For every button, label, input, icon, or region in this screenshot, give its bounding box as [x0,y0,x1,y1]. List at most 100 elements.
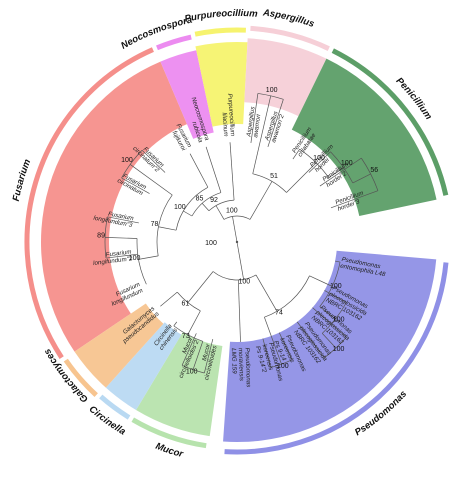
branch [330,190,379,209]
bootstrap-value: 89 [97,232,105,239]
branch [189,153,209,188]
genus-label-text: Neocosmospora [119,15,193,52]
branch [252,95,272,174]
branch [255,274,278,312]
leaf-label: Aspergillusawamori [245,106,263,139]
bootstrap-value: 100 [174,204,186,211]
branch [237,279,241,342]
branch [321,333,337,349]
genus-label-text: Mucor [154,441,186,461]
branch-arc [156,194,173,256]
branch [192,341,204,370]
bootstrap-value: 73 [182,333,190,340]
branch [352,173,371,184]
galactomyces-highlight [74,303,164,388]
branch [201,203,210,212]
root-point [235,240,239,244]
branch [173,321,178,327]
leaf-label-line: Pseudomonas [243,348,251,388]
neocosmospora-ring [156,34,192,51]
branch [319,157,362,187]
branch [138,255,159,260]
branch [187,310,201,335]
pseudomonas-ring [224,262,449,455]
bootstrap-value: 100 [238,278,250,285]
branch [204,338,214,374]
branch [183,210,193,217]
clade-highlights [41,38,437,443]
genus-label-text: Purpureocillium [184,8,259,25]
aspergillus-ring [250,25,330,51]
branch [215,205,225,220]
bootstrap-value: 100 [129,255,141,262]
branch [130,164,173,196]
bootstrap-value: 100 [333,346,345,353]
branch [250,93,259,144]
branch [105,237,138,239]
bootstrap-value: 100 [226,207,238,214]
branch-arc [330,151,354,184]
genus-label-text: Circinella [87,404,128,438]
leaf-label: Fusariumlongifundum"2 [92,248,133,267]
genus-label-text: Penicillium [394,76,435,123]
branch [267,99,284,148]
leaf-label-line: awamori [252,113,262,138]
purpureocillium-ring [194,27,246,37]
clade-rings [24,25,449,455]
leaf-label-line: LMG 159 [230,348,238,374]
penicillium-ring [331,48,449,196]
leaf-label-line: Fusarium [108,211,135,223]
branch [308,151,331,173]
bootstrap-value: 85 [196,195,204,202]
branch [141,150,166,173]
galactomyces-ring [63,358,98,397]
leaf-label-line: longifundum"2 [93,255,133,267]
leaf-label: PseudomonaskoreensisPs 9-14 [272,334,307,379]
bootstrap-value: 74 [275,310,283,317]
branch [278,332,293,360]
branch [262,338,271,368]
branch-arc [175,186,209,231]
penicillium-highlight [291,58,437,217]
branch-arc [136,238,147,285]
aspergillus-genus-label: Aspergillus [261,7,315,30]
fusarium-highlight [41,61,187,352]
bootstrap-value: 100 [205,240,217,247]
leaf-label-line: Fusarium [105,249,131,259]
leaf-label-line: Purpureocillium [226,93,236,136]
branch [187,271,214,303]
fusarium-ring [24,47,154,359]
branch [335,260,341,263]
bootstrap-value: 100 [313,155,325,162]
branch-arc [361,157,379,191]
branch-arc [121,150,143,179]
neocosmospora-highlight [160,50,214,139]
bootstrap-value: 100 [266,87,278,94]
pseudomonas-highlight [223,250,437,443]
branch-arc [173,325,203,342]
branch [309,275,333,287]
branch-arc [299,148,330,178]
branch [232,216,238,243]
bootstrap-value: 78 [151,221,159,228]
branch [105,253,138,259]
branch [121,177,150,194]
circinella-ring [99,394,131,420]
bootstrap-value: 56 [370,167,378,174]
branch [107,216,139,224]
leaf-label-line: moraviensis [237,348,245,381]
mucor-genus-label: Mucor [154,441,186,461]
purpureocillium-highlight [195,42,248,127]
bootstrap-value: 100 [277,363,289,370]
bootstrap-value: 100 [333,316,345,323]
bootstrap-value: 100 [341,160,353,167]
branch [229,142,235,201]
branch [181,333,197,366]
branch-arc [223,215,251,220]
branch [328,167,344,179]
bootstrap-value: 51 [270,173,278,180]
circinella-highlight [105,322,182,411]
branch-arc [191,192,222,217]
branch [286,162,317,193]
